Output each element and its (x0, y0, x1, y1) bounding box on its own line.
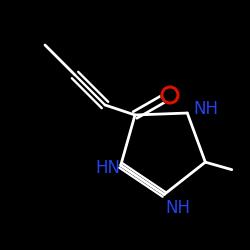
Text: HN: HN (96, 159, 121, 177)
Text: NH: NH (194, 100, 218, 118)
Text: NH: NH (166, 199, 190, 217)
Circle shape (161, 86, 179, 104)
